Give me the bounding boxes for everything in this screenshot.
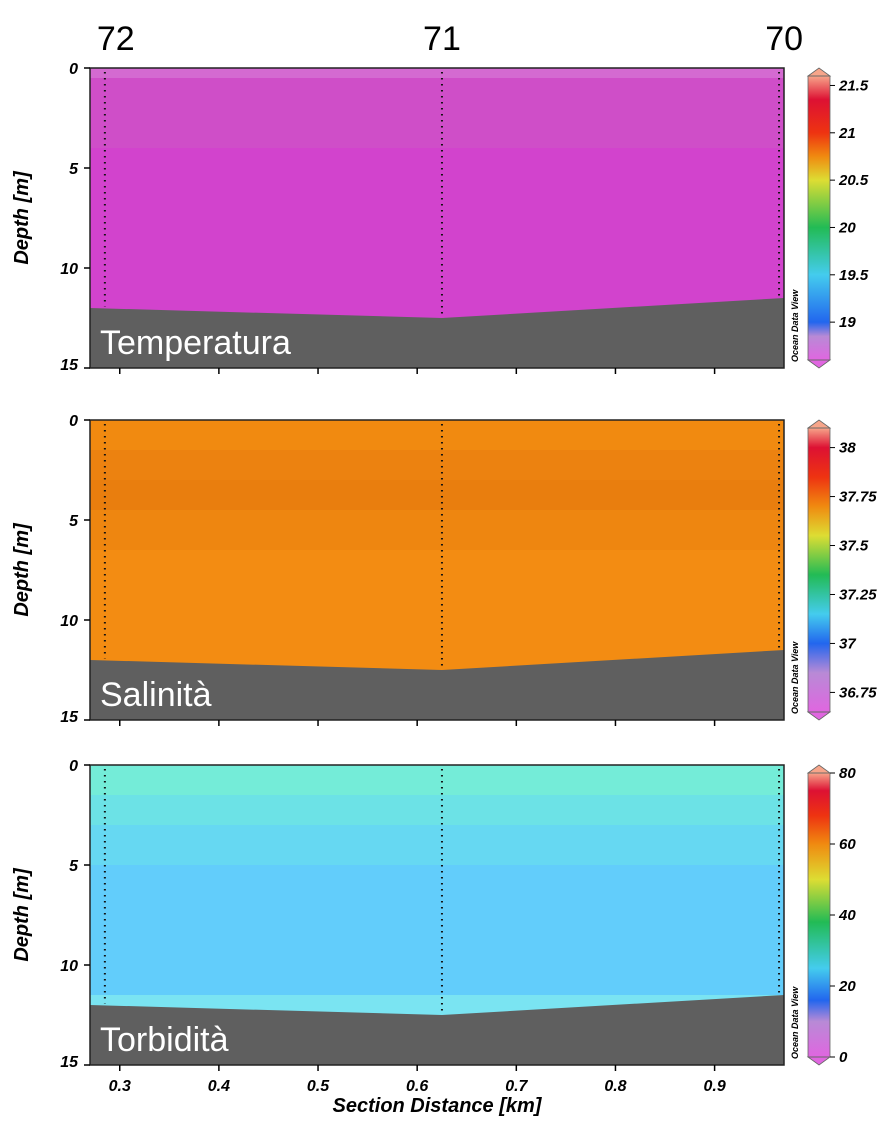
colorbar-tick-label: 37.75 [839, 489, 877, 506]
odv-watermark: Ocean Data View [790, 986, 800, 1059]
y-tick-label: 5 [69, 513, 79, 530]
colorbar-top-arrow [806, 419, 832, 429]
data-layer [90, 78, 784, 148]
colorbar-tick-label: 19 [839, 314, 856, 331]
station-label: 72 [97, 20, 135, 58]
x-tick-label: 0.8 [604, 1078, 626, 1095]
colorbar-tick-label: 37 [839, 635, 856, 652]
seafloor-polygon [90, 298, 784, 368]
station-label: 70 [765, 20, 803, 58]
data-layer [90, 450, 784, 480]
colorbar [808, 428, 830, 712]
y-tick-label: 15 [60, 1054, 79, 1071]
x-tick-label: 0.4 [208, 1078, 230, 1095]
y-tick-label: 15 [60, 709, 79, 726]
data-layer [90, 420, 784, 450]
x-tick-label: 0.9 [703, 1078, 725, 1095]
plot-frame [89, 67, 785, 369]
station-label: 71 [423, 20, 461, 58]
x-tick-label: 0.5 [307, 1078, 330, 1095]
x-axis-title: Section Distance [km] [333, 1095, 543, 1117]
data-layer [90, 825, 784, 865]
y-tick-label: 10 [60, 613, 78, 630]
odv-watermark: Ocean Data View [790, 641, 800, 714]
data-layer [90, 765, 784, 795]
colorbar-tick-label: 38 [839, 440, 856, 457]
plot-frame [89, 764, 785, 1066]
colorbar-tick-label: 80 [839, 765, 856, 782]
colorbar-bottom-arrow [806, 359, 832, 369]
seafloor-polygon [90, 650, 784, 720]
colorbar-tick-label: 37.25 [839, 586, 877, 603]
colorbar [808, 76, 830, 360]
colorbar-bottom-arrow [806, 1056, 832, 1066]
colorbar-tick-label: 19.5 [839, 267, 869, 284]
x-tick-label: 0.7 [505, 1078, 528, 1095]
y-tick-label: 0 [69, 413, 78, 430]
y-tick-label: 10 [60, 958, 78, 975]
y-tick-label: 15 [60, 357, 79, 374]
panel-label: Salinità [100, 676, 212, 714]
y-axis-title: Depth [m] [11, 522, 33, 617]
data-layer [90, 795, 784, 825]
y-tick-label: 10 [60, 261, 78, 278]
section-panel: 0 5 10 15 Depth [m] Torbidità 80 60 40 20 0 Ocean D… [11, 758, 856, 1071]
odv-watermark: Ocean Data View [790, 289, 800, 362]
section-panel: 0 5 10 15 Depth [m] Salinità 38 37.75 37.5 37.25 3… [11, 413, 877, 726]
data-layer [90, 865, 784, 995]
data-layer [90, 68, 784, 78]
colorbar-frame [807, 75, 831, 361]
y-tick-label: 5 [69, 858, 79, 875]
colorbar-tick-label: 20 [838, 978, 856, 995]
colorbar-tick-label: 60 [839, 836, 856, 853]
colorbar-tick-label: 0 [839, 1049, 848, 1066]
plot-frame [89, 419, 785, 721]
panel-label: Temperatura [100, 324, 291, 362]
seafloor-polygon [90, 995, 784, 1065]
x-tick-label: 0.3 [109, 1078, 131, 1095]
y-tick-label: 0 [69, 758, 78, 775]
colorbar [808, 773, 830, 1057]
colorbar-tick-label: 40 [838, 907, 856, 924]
y-tick-label: 5 [69, 161, 79, 178]
colorbar-tick-label: 20 [838, 219, 856, 236]
colorbar-tick-label: 21 [838, 125, 856, 142]
y-axis-title: Depth [m] [11, 170, 33, 265]
data-layer [90, 510, 784, 550]
colorbar-tick-label: 36.75 [839, 684, 877, 701]
colorbar-top-arrow [806, 764, 832, 774]
y-tick-label: 0 [69, 61, 78, 78]
panel-label: Torbidità [100, 1021, 229, 1059]
y-axis-title: Depth [m] [11, 867, 33, 962]
colorbar-tick-label: 20.5 [838, 172, 869, 189]
x-tick-label: 0.6 [406, 1078, 428, 1095]
colorbar-frame [807, 427, 831, 713]
colorbar-tick-label: 37.5 [839, 538, 869, 555]
section-panel: 0 5 10 15 Depth [m] Temperatura 21.5 21 20.5 20 19… [11, 61, 869, 374]
colorbar-bottom-arrow [806, 711, 832, 721]
colorbar-top-arrow [806, 67, 832, 77]
data-layer [90, 480, 784, 510]
colorbar-tick-label: 21.5 [838, 77, 869, 94]
